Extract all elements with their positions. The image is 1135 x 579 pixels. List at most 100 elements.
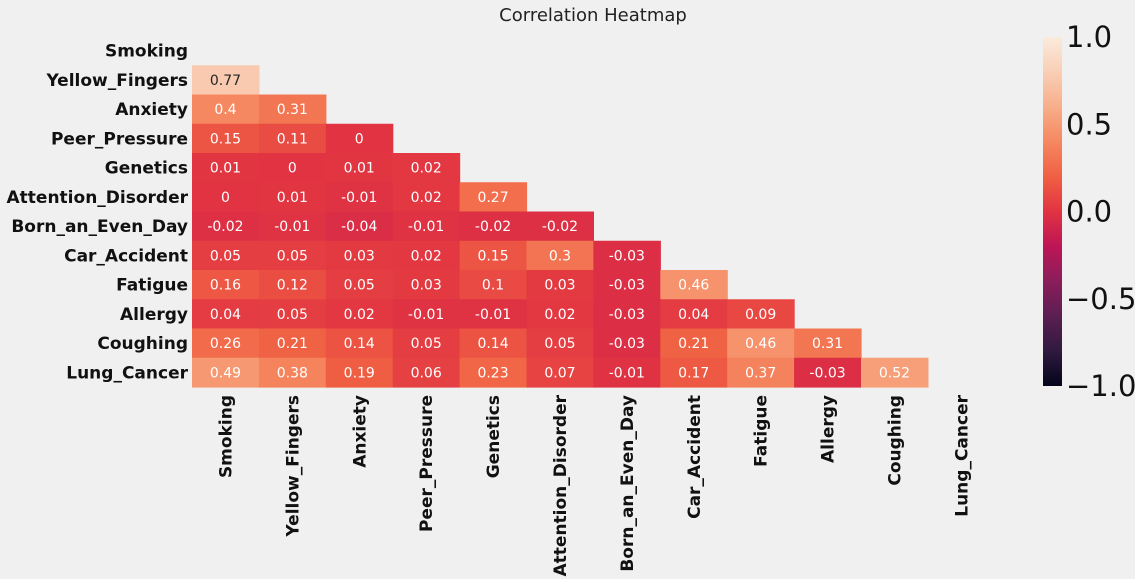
cell-value-label: 0.03 [544,278,575,294]
cell-value-label: 0.02 [411,161,442,177]
heatmap-cell [526,357,594,388]
y-tick-label: Fatigue [116,276,188,296]
heatmap-cell [192,328,260,359]
cell-value-label: 0.03 [344,248,375,264]
cell-value-label: 0.23 [477,365,508,381]
cell-value-label: 0.3 [549,248,571,264]
cell-value-label: 0.12 [277,278,308,294]
cell-value-label: 0.31 [812,336,843,352]
heatmap-cell [192,65,260,96]
heatmap-cell [459,182,528,213]
heatmap-cell [459,328,528,359]
cell-value-label: 0.05 [277,248,308,264]
y-tick-label: Smoking [105,42,188,62]
heatmap-cell [459,240,528,271]
cell-value-label: 0.03 [411,278,442,294]
heatmap-cell [258,94,327,125]
cell-value-label: 0.01 [344,161,375,177]
x-tick-label: Anxiety [350,395,370,468]
cell-value-label: 0.05 [344,278,375,294]
y-tick-label: Genetics [105,159,188,179]
cell-value-label: 0 [221,190,230,206]
cell-value-label: -0.01 [408,307,444,323]
heatmap-cell [325,270,394,300]
cell-value-label: 0.21 [678,336,709,352]
cell-value-label: 0.21 [277,336,308,352]
heatmap-cell [325,211,394,242]
colorbar: 1.0 0.5 0.0 −0.5 −1.0 [1043,20,1135,403]
x-axis-labels: Smoking Yellow_Fingers Anxiety Peer_Pressur… [216,394,972,576]
cell-value-label: 0.05 [210,248,241,264]
cell-value-label: 0.01 [277,190,308,206]
heatmap-cell [593,240,661,271]
cell-value-label: 0.15 [210,131,241,147]
heatmap-cell [258,123,327,154]
cell-value-label: 0.05 [544,336,575,352]
cell-value-label: -0.01 [341,190,377,206]
heatmap-cell [392,357,461,388]
heatmap-cell [192,357,260,388]
x-tick-label: Yellow_Fingers [283,395,303,538]
colorbar-gradient [1043,37,1062,386]
cell-value-label: -0.04 [341,219,377,235]
heatmap-cell [325,357,394,388]
cell-value-label: 0.46 [678,278,709,294]
heatmap-cell [392,182,461,213]
heatmap-cell [526,328,594,359]
cell-value-label: 0.04 [210,307,241,323]
heatmap-cell [258,299,327,330]
cell-value-label: 0.19 [344,365,375,381]
cell-value-label: 0.05 [411,336,442,352]
cell-value-label: -0.02 [207,219,243,235]
x-tick-label: Coughing [885,395,905,486]
colorbar-tick-label: 0.5 [1066,107,1112,141]
heatmap-cell [593,357,661,388]
cell-value-label: -0.01 [609,365,645,381]
heatmap-cell [392,270,461,300]
chart-title: Correlation Heatmap [499,5,687,26]
heatmap-cell [192,94,260,125]
heatmap-cell [593,328,661,359]
heatmap-cell [727,357,795,388]
heatmap-cell [192,240,260,271]
cell-value-label: 0.14 [477,336,508,352]
colorbar-tick-label: −1.0 [1066,369,1135,403]
heatmap-cell [258,270,327,300]
heatmap-cells: 0.77 0.4 0.31 0.15 0.11 0 0.01 0 0.01 0.02 0 0.01 -0… [192,65,929,388]
x-tick-label: Allergy [819,395,839,463]
heatmap-cell [192,299,260,330]
x-tick-label: Born_an_Even_Day [618,395,638,572]
cell-value-label: -0.03 [609,307,645,323]
cell-value-label: -0.02 [542,219,578,235]
y-tick-label: Anxiety [115,100,188,120]
heatmap-cell [258,357,327,388]
heatmap-cell [794,357,862,388]
heatmap-cell [258,182,327,213]
heatmap-cell [727,299,795,330]
y-tick-label: Peer_Pressure [51,129,188,149]
cell-value-label: 0.31 [277,102,308,118]
heatmap-cell [192,211,260,242]
heatmap-cell [325,299,394,330]
heatmap-cell [861,357,929,388]
x-tick-label: Fatigue [752,395,772,467]
cell-value-label: 0.37 [745,365,776,381]
heatmap-cell [593,299,661,330]
cell-value-label: 0.15 [477,248,508,264]
heatmap-cell [660,357,728,388]
heatmap-cell [258,153,327,183]
y-tick-label: Attention_Disorder [7,188,189,208]
heatmap-cell [526,240,594,271]
cell-value-label: 0.02 [344,307,375,323]
x-tick-label: Car_Accident [685,395,705,519]
cell-value-label: -0.03 [809,365,845,381]
y-tick-label: Lung_Cancer [66,363,188,383]
heatmap-cell [325,182,394,213]
cell-value-label: -0.03 [609,336,645,352]
x-tick-label: Attention_Disorder [551,394,571,576]
cell-value-label: -0.01 [408,219,444,235]
x-tick-label: Lung_Cancer [952,394,972,516]
heatmap-cell [392,153,461,183]
cell-value-label: 0.02 [411,190,442,206]
